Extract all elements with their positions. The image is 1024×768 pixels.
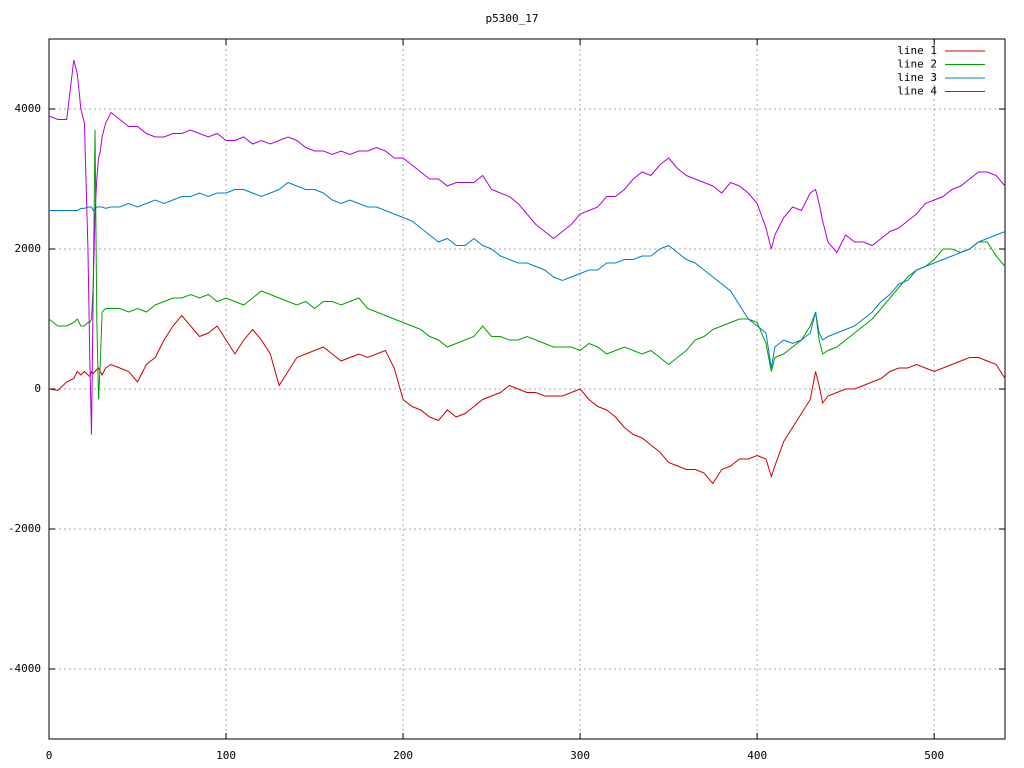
series-line bbox=[48, 129, 1006, 400]
x-tick-label: 400 bbox=[747, 749, 767, 762]
x-tick-label: 100 bbox=[216, 749, 236, 762]
x-tick-label: 200 bbox=[393, 749, 413, 762]
legend-label: line 1 bbox=[897, 44, 937, 57]
legend-label: line 4 bbox=[897, 85, 937, 98]
series-line bbox=[49, 181, 1006, 369]
legend-label: line 3 bbox=[897, 71, 937, 84]
y-tick-label: 2000 bbox=[15, 242, 42, 255]
y-tick-label: 0 bbox=[34, 382, 41, 395]
x-tick-label: 0 bbox=[46, 749, 53, 762]
legend-label: line 2 bbox=[897, 58, 937, 71]
x-tick-label: 500 bbox=[924, 749, 944, 762]
series-line bbox=[48, 59, 1006, 435]
y-tick-label: -4000 bbox=[8, 662, 41, 675]
x-tick-label: 300 bbox=[570, 749, 590, 762]
y-tick-label: 4000 bbox=[15, 102, 42, 115]
y-tick-label: -2000 bbox=[8, 522, 41, 535]
chart-title: p5300_17 bbox=[486, 12, 539, 25]
series-line bbox=[48, 314, 1006, 485]
